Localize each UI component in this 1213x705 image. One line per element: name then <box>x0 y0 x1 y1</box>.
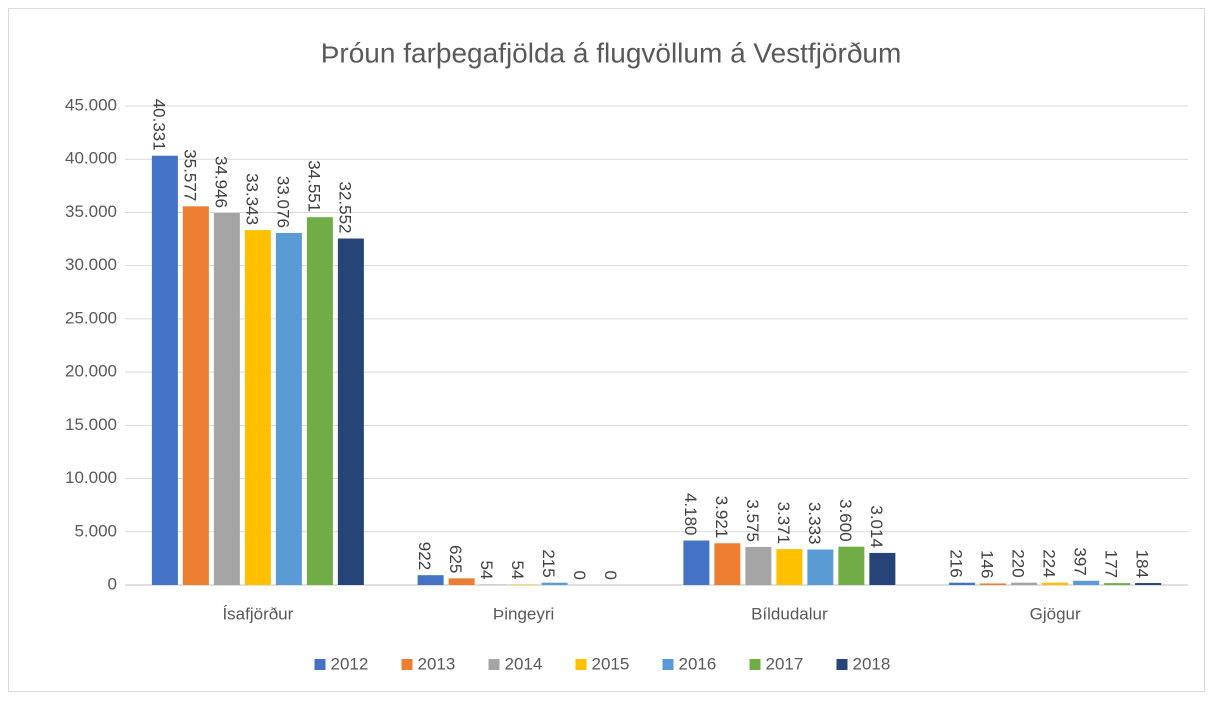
bar <box>182 206 209 585</box>
x-tick-label: Bíldudalur <box>751 604 828 623</box>
data-label: 625 <box>446 545 465 573</box>
legend-swatch <box>662 659 674 670</box>
bar <box>417 575 444 585</box>
y-tick-label: 15.000 <box>65 415 117 434</box>
data-label: 184 <box>1133 550 1152 578</box>
data-label: 3.921 <box>712 496 731 539</box>
bar <box>510 584 537 585</box>
y-tick-label: 5.000 <box>74 521 117 540</box>
legend-swatch <box>575 659 587 670</box>
legend-swatch <box>836 659 848 670</box>
legend-label: 2014 <box>505 654 543 673</box>
data-label: 397 <box>1071 547 1090 575</box>
y-tick-label: 10.000 <box>65 468 117 487</box>
data-label: 3.333 <box>805 502 824 545</box>
bar <box>1011 582 1038 585</box>
bar <box>949 582 976 585</box>
data-label: 224 <box>1040 549 1059 577</box>
data-label: 32.552 <box>335 182 354 234</box>
y-tick-label: 30.000 <box>65 255 117 274</box>
y-tick-label: 25.000 <box>65 308 117 327</box>
bar <box>479 584 506 585</box>
data-label: 34.946 <box>211 156 230 208</box>
legend-label: 2012 <box>331 654 369 673</box>
bar <box>1042 582 1069 585</box>
legend-label: 2013 <box>418 654 456 673</box>
x-tick-label: Ísafjörður <box>222 604 293 623</box>
data-label: 54 <box>508 561 527 580</box>
bar <box>1073 580 1100 585</box>
bar <box>337 238 364 585</box>
data-label: 922 <box>415 542 434 570</box>
bar <box>151 155 178 585</box>
bar <box>1135 583 1162 585</box>
bar <box>807 549 834 585</box>
legend-swatch <box>314 659 326 670</box>
bar <box>244 230 271 586</box>
legend-label: 2018 <box>853 654 891 673</box>
data-label: 3.014 <box>867 505 886 548</box>
data-label: 220 <box>1009 549 1028 577</box>
bar <box>838 546 865 585</box>
y-tick-label: 20.000 <box>65 362 117 381</box>
legend-label: 2017 <box>766 654 804 673</box>
data-label: 3.371 <box>774 502 793 545</box>
data-label: 3.575 <box>743 499 762 542</box>
chart-title: Þróun farþegafjölda á flugvöllum á Vestf… <box>321 37 902 68</box>
bar <box>213 213 240 586</box>
y-tick-label: 45.000 <box>65 95 117 114</box>
legend-label: 2015 <box>592 654 630 673</box>
data-label: 0 <box>570 571 589 580</box>
legend-swatch <box>488 659 500 670</box>
data-label: 33.076 <box>273 176 292 228</box>
data-label: 33.343 <box>242 173 261 225</box>
data-label: 4.180 <box>681 493 700 536</box>
legend-label: 2016 <box>679 654 717 673</box>
data-label: 216 <box>947 549 966 577</box>
x-tick-label: Gjögur <box>1030 604 1081 623</box>
legend-swatch <box>401 659 413 670</box>
data-label: 177 <box>1102 550 1121 578</box>
data-label: 215 <box>539 549 558 577</box>
data-label: 40.331 <box>149 99 168 151</box>
data-label: 54 <box>477 561 496 580</box>
bar <box>1104 583 1131 585</box>
bar <box>448 578 475 585</box>
y-tick-label: 35.000 <box>65 202 117 221</box>
data-label: 146 <box>978 550 997 578</box>
legend-swatch <box>749 659 761 670</box>
data-label: 3.600 <box>836 499 855 542</box>
y-tick-label: 0 <box>108 574 117 593</box>
y-tick-label: 40.000 <box>65 149 117 168</box>
bar <box>869 552 896 585</box>
x-tick-label: Þingeyri <box>493 604 554 623</box>
bar <box>306 217 333 585</box>
bar <box>714 543 741 585</box>
data-label: 34.551 <box>304 160 323 212</box>
bar <box>980 583 1007 585</box>
data-label: 0 <box>601 571 620 580</box>
bar <box>683 540 710 585</box>
bar <box>745 546 772 585</box>
bar <box>275 232 302 585</box>
data-label: 35.577 <box>180 149 199 201</box>
bar <box>776 549 803 585</box>
bar <box>541 582 568 585</box>
